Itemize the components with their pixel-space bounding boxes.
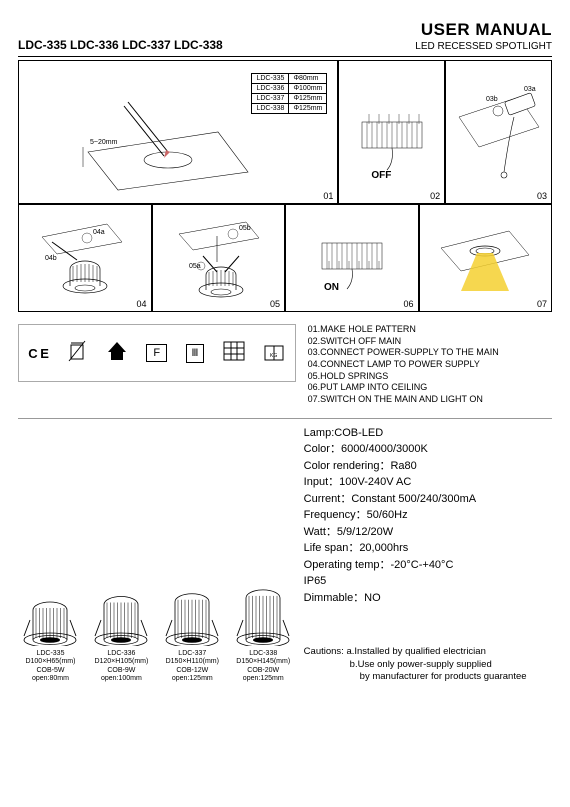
svg-text:05b: 05b [239, 225, 251, 232]
spec-row: IP65 [304, 573, 552, 590]
ce-icon: C E [28, 346, 49, 361]
cell-num: 04 [136, 299, 146, 309]
cell-num: 03 [537, 191, 547, 201]
class-icon: Ⅲ [186, 344, 205, 363]
cell-03: 03a 03b 03 [445, 60, 552, 204]
spec-row: Dimmable：NO [304, 590, 552, 607]
step: 07.SWITCH ON THE MAIN AND LIGHT ON [308, 394, 499, 406]
spec-row: Watt：5/9/12/20W [304, 524, 552, 541]
cell-07: 07 [419, 204, 553, 312]
step: 02.SWITCH OFF MAIN [308, 336, 499, 348]
lamp-item: LDC-335D100×H65(mm)COB-5Wopen:80mm [18, 588, 83, 684]
step: 04.CONNECT LAMP TO POWER SUPPLY [308, 359, 499, 371]
gap-label: 5~20mm [90, 139, 118, 146]
spec-row: Color rendering：Ra80 [304, 458, 552, 475]
spec-row: Input：100V-240V AC [304, 474, 552, 491]
cell-05: 05b 05a 05 [152, 204, 286, 312]
on-label: ON [324, 282, 339, 293]
step: 01.MAKE HOLE PATTERN [308, 324, 499, 336]
house-icon [106, 340, 128, 367]
f-icon: F [146, 344, 167, 362]
steps-list: 01.MAKE HOLE PATTERN 02.SWITCH OFF MAIN … [308, 324, 499, 406]
lamp-item: LDC-337D150×H110(mm)COB-12Wopen:125mm [160, 573, 225, 684]
svg-text:KG: KG [270, 353, 277, 359]
box-icon: KG [263, 340, 285, 367]
compliance-icons: C E F Ⅲ KG [18, 324, 296, 382]
step: 05.HOLD SPRINGS [308, 371, 499, 383]
cell-num: 05 [270, 299, 280, 309]
step: 06.PUT LAMP INTO CEILING [308, 382, 499, 394]
spec-row: Color：6000/4000/3000K [304, 441, 552, 458]
cell-06: ON 06 [285, 204, 419, 312]
off-label: OFF [371, 170, 391, 181]
cell-num: 06 [403, 299, 413, 309]
cell-04: 04a 04b 04 [18, 204, 152, 312]
spec-row: Lamp:COB-LED [304, 425, 552, 442]
cell-01: 5~20mm LDC-335Φ80mm LDC-336Φ100mm LDC-33… [18, 60, 338, 204]
lamp-item: LDC-338D150×H145(mm)COB-20Wopen:125mm [231, 566, 296, 684]
divider [18, 56, 552, 57]
title: USER MANUAL [415, 20, 552, 40]
model-codes: LDC-335 LDC-336 LDC-337 LDC-338 [18, 38, 223, 52]
svg-text:04b: 04b [45, 255, 57, 262]
svg-text:04a: 04a [93, 229, 105, 236]
svg-text:03a: 03a [524, 86, 536, 93]
header: LDC-335 LDC-336 LDC-337 LDC-338 USER MAN… [18, 20, 552, 52]
lamp-item: LDC-336D120×H105(mm)COB-9Wopen:100mm [89, 578, 154, 684]
model-table: LDC-335Φ80mm LDC-336Φ100mm LDC-337Φ125mm… [251, 73, 327, 114]
spec-row: Current：Constant 500/240/300mA [304, 491, 552, 508]
divider2 [18, 418, 552, 419]
spec-row: Frequency：50/60Hz [304, 507, 552, 524]
recycle-icon [67, 339, 87, 368]
svg-text:03b: 03b [486, 96, 498, 103]
cautions: Cautions: a.Installed by qualified elect… [304, 646, 552, 683]
lamp-lineup: LDC-335D100×H65(mm)COB-5Wopen:80mm LDC-3… [18, 425, 296, 684]
step: 03.CONNECT POWER-SUPPLY TO THE MAIN [308, 347, 499, 359]
cell-num: 02 [430, 191, 440, 201]
diagrams: 5~20mm LDC-335Φ80mm LDC-336Φ100mm LDC-33… [18, 60, 552, 312]
grid-icon [223, 341, 245, 366]
cell-num: 07 [537, 299, 547, 309]
cell-02: OFF 02 [338, 60, 445, 204]
specs: Lamp:COB-LED Color：6000/4000/3000K Color… [304, 425, 552, 684]
svg-text:05a: 05a [189, 263, 201, 270]
subtitle: LED RECESSED SPOTLIGHT [415, 41, 552, 52]
cell-num: 01 [323, 191, 333, 201]
spec-row: Operating temp：-20°C-+40°C [304, 557, 552, 574]
spec-row: Life span：20,000hrs [304, 540, 552, 557]
